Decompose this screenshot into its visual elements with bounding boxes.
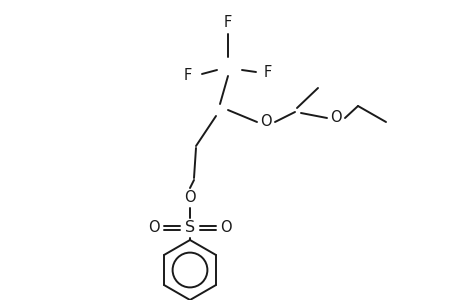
- Text: F: F: [263, 64, 272, 80]
- Text: O: O: [184, 190, 196, 206]
- Text: O: O: [148, 220, 159, 236]
- Text: O: O: [260, 115, 271, 130]
- Text: O: O: [330, 110, 341, 125]
- Text: O: O: [220, 220, 231, 236]
- Text: F: F: [224, 14, 232, 29]
- Text: S: S: [185, 220, 195, 236]
- Text: F: F: [184, 68, 192, 82]
